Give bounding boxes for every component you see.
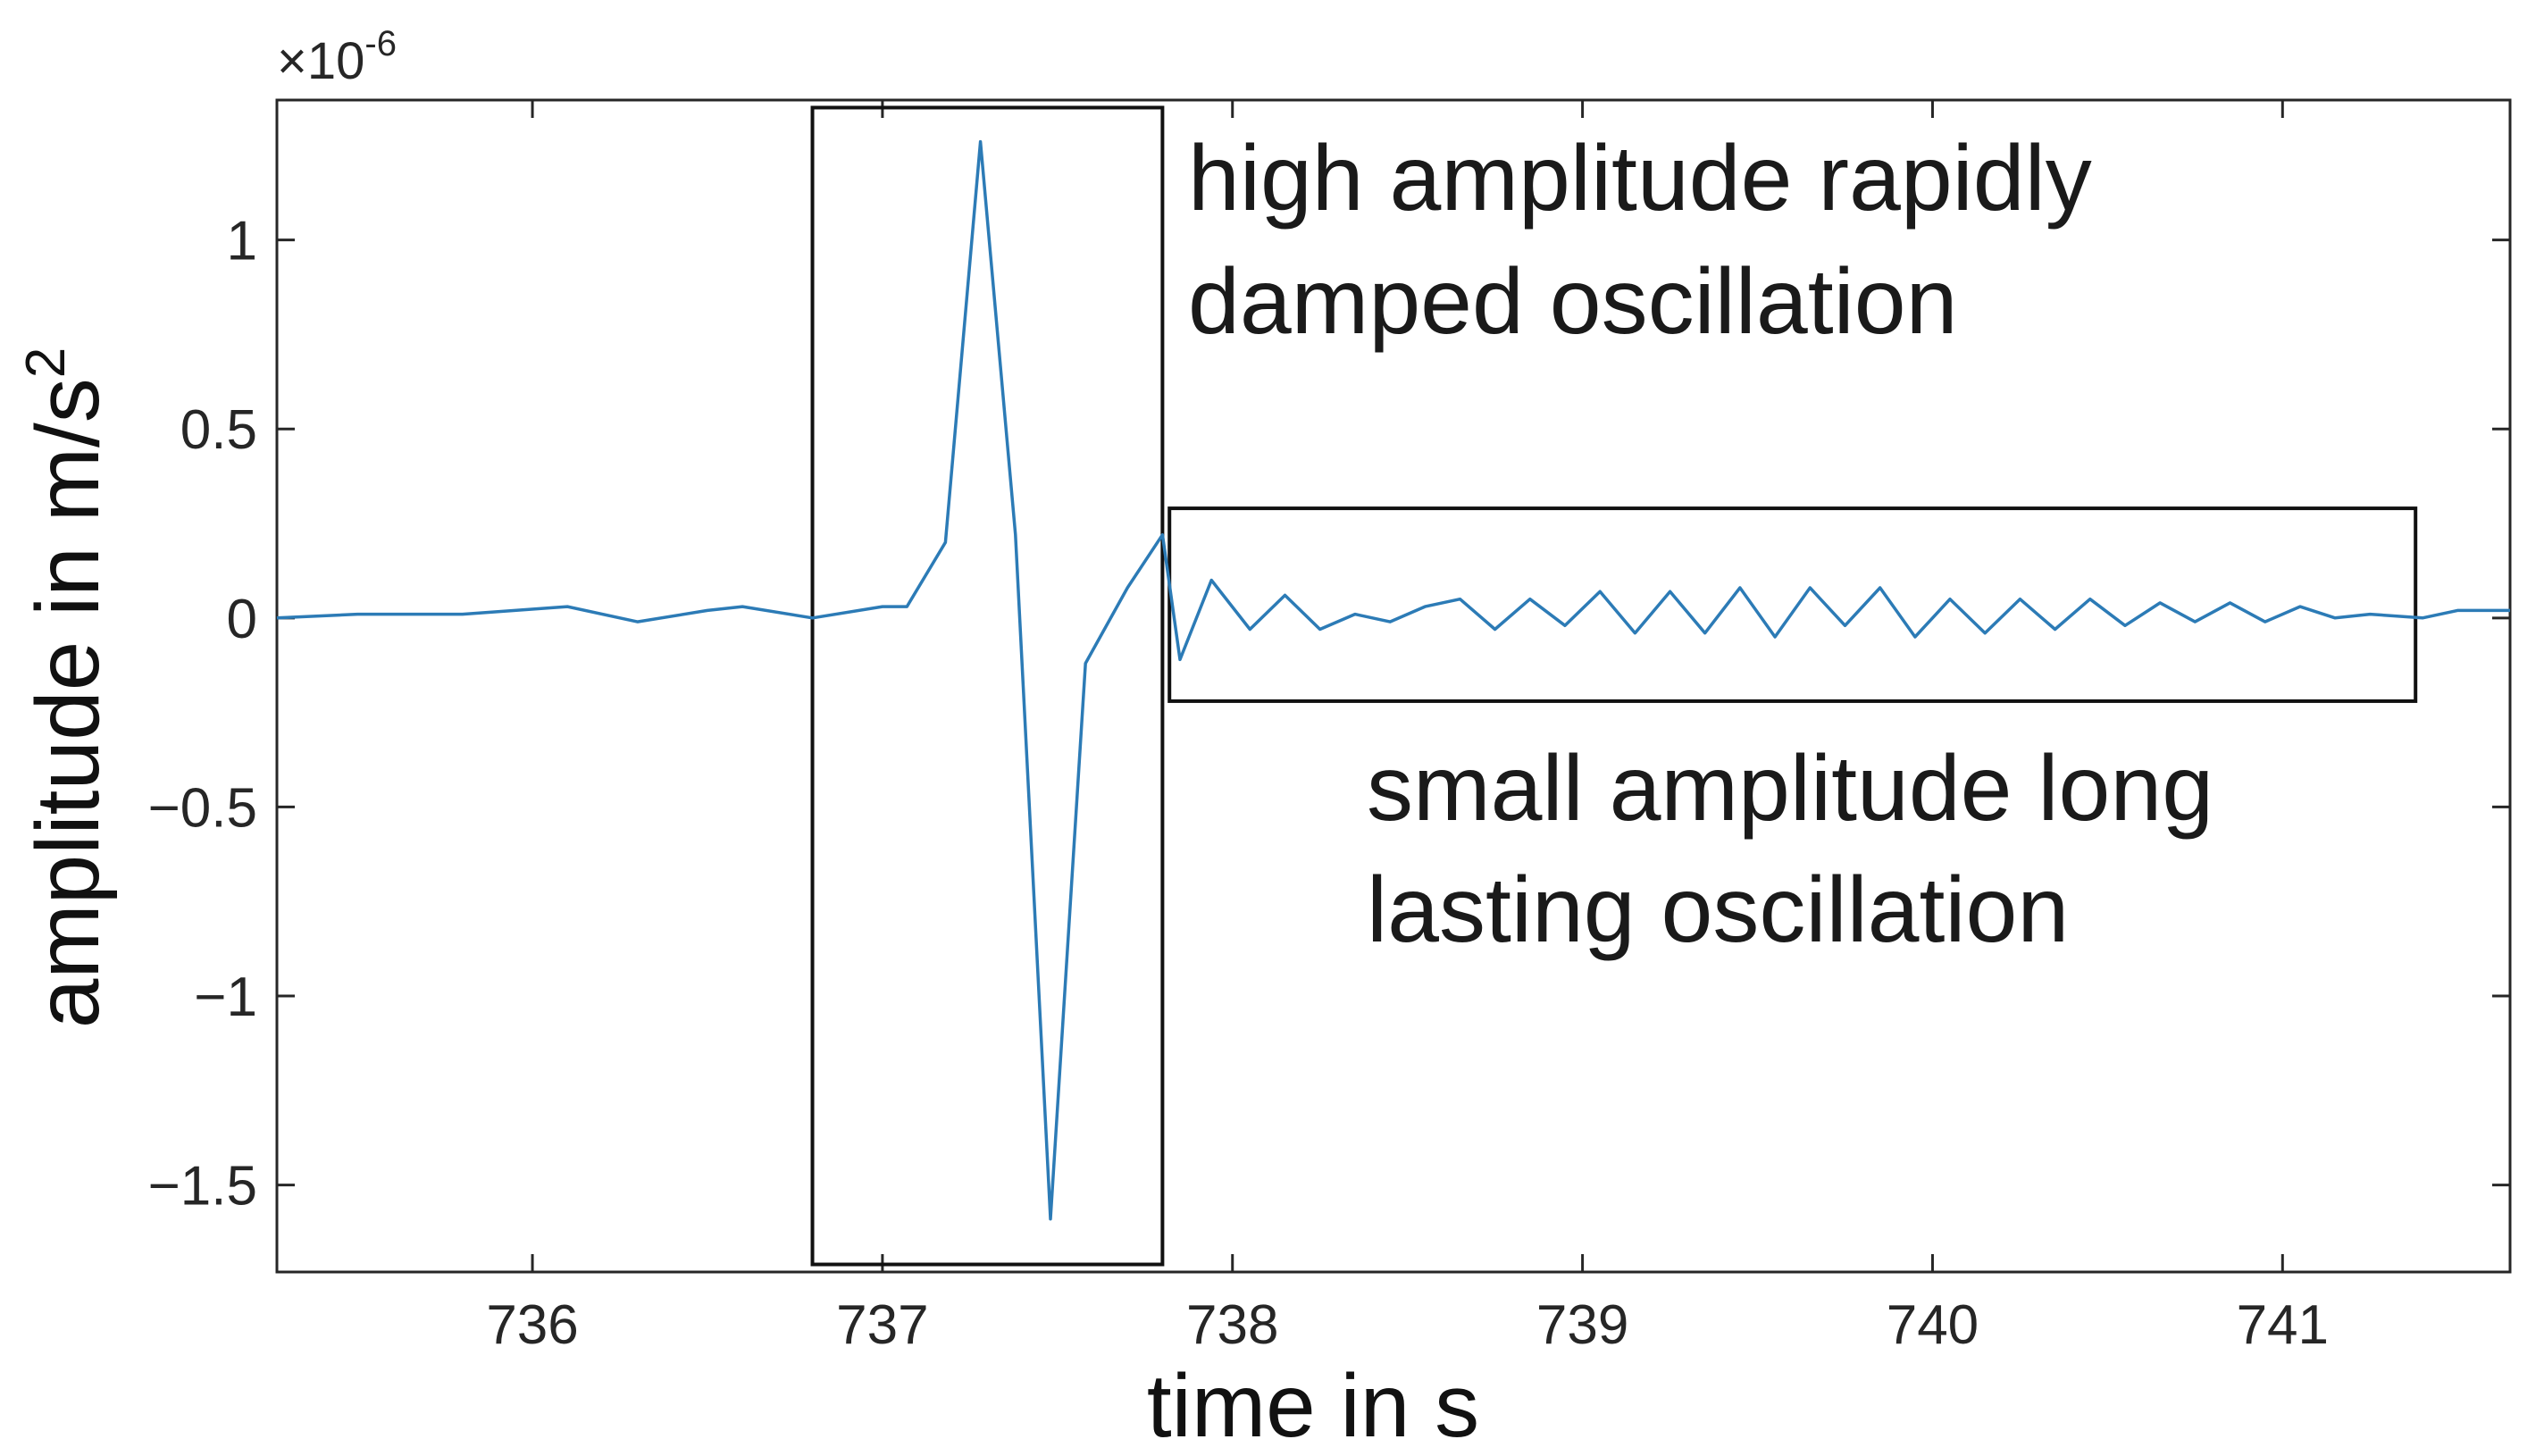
damped-box — [810, 105, 1165, 1267]
x-tick-label: 741 — [2237, 1294, 2329, 1356]
plot-area — [275, 98, 2512, 1274]
x-tick-label: 740 — [1887, 1294, 1979, 1356]
annotation-text: high amplitude rapidly — [1188, 127, 2092, 230]
annotation-text: damped oscillation — [1188, 250, 1957, 354]
y-tick-label: 0.5 — [180, 399, 257, 461]
long-box — [1167, 506, 2418, 703]
x-tick-label: 738 — [1186, 1294, 1278, 1356]
y-tick-label: −1 — [194, 966, 257, 1028]
x-axis-ticks: 736 737 738 739 740 741 — [486, 100, 2329, 1356]
x-tick-label: 739 — [1536, 1294, 1628, 1356]
annotation-text: small amplitude long — [1367, 737, 2213, 841]
x-tick-label: 736 — [486, 1294, 578, 1356]
x-tick-label: 737 — [836, 1294, 928, 1356]
acceleration-series-line — [276, 139, 2510, 1221]
y-tick-label: −1.5 — [148, 1156, 257, 1218]
y-axis-ticks: 1 0.5 0 −0.5 −1 −1.5 — [148, 211, 2510, 1218]
annotation-boxes — [810, 105, 2418, 1267]
y-tick-label: 0 — [227, 589, 257, 650]
annotation-text: lasting oscillation — [1367, 858, 2069, 962]
y-tick-label: −0.5 — [148, 777, 257, 839]
annotation-texts: high amplitude rapidly damped oscillation… — [1188, 127, 2213, 962]
y-axis-title: amplitude in m/s2 — [15, 347, 118, 1029]
exponent-label: ×10-6 — [277, 24, 397, 90]
y-tick-label: 1 — [227, 211, 257, 272]
x-axis-title: time in s — [1147, 1356, 1479, 1456]
